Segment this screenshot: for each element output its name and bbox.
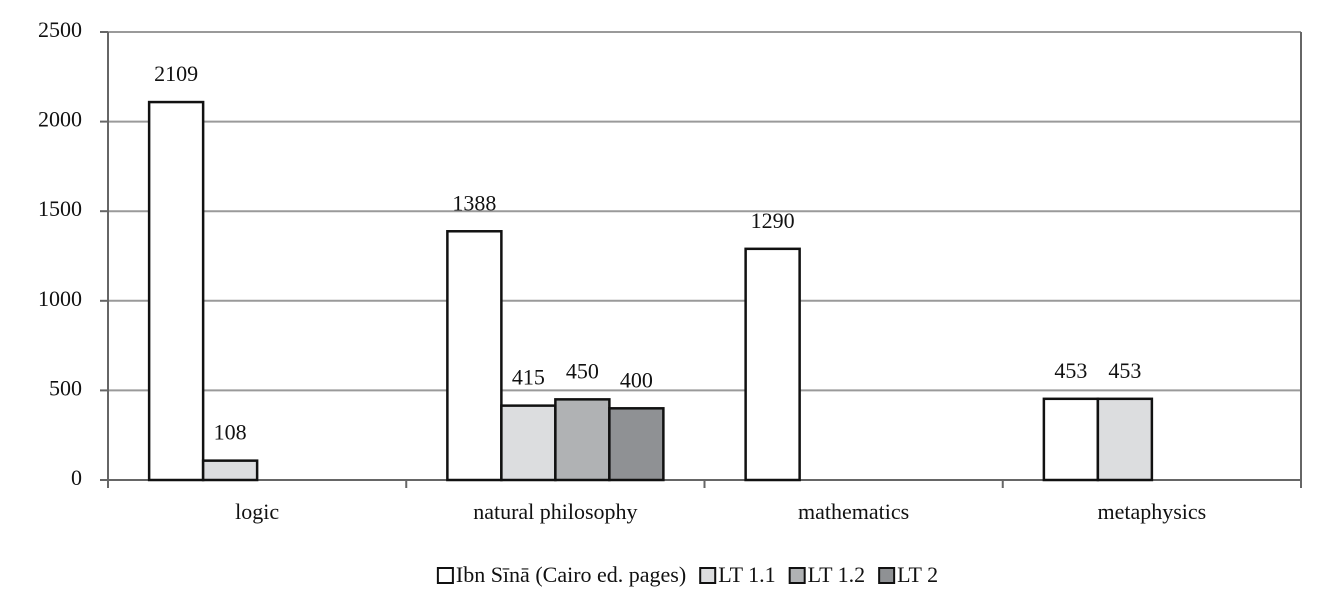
bar [554, 398, 611, 482]
data-label: 453 [1108, 358, 1141, 383]
y-tick-label: 1000 [38, 286, 82, 311]
y-tick-label: 500 [49, 375, 82, 400]
x-tick-label: logic [235, 499, 279, 524]
data-label: 450 [566, 358, 599, 383]
bar [1042, 397, 1100, 482]
x-tick-label: natural philosophy [473, 499, 637, 524]
x-tick-label: metaphysics [1097, 499, 1206, 524]
data-label: 453 [1054, 358, 1087, 383]
bar [1096, 397, 1154, 482]
legend-label: LT 2 [897, 562, 938, 587]
y-tick-label: 0 [71, 465, 82, 490]
y-tick-label: 2500 [38, 17, 82, 42]
bar [446, 230, 503, 482]
data-label: 1290 [751, 208, 795, 233]
y-tick-label: 2000 [38, 107, 82, 132]
bar [500, 404, 557, 482]
legend-swatch [878, 567, 896, 584]
data-label: 415 [512, 365, 545, 390]
legend-swatch [788, 567, 806, 584]
legend-swatch [436, 567, 454, 584]
bar [201, 459, 259, 482]
data-label: 108 [214, 420, 247, 445]
bar [608, 407, 665, 482]
y-tick-label: 1500 [38, 196, 82, 221]
legend-label: LT 1.1 [718, 562, 775, 587]
data-label: 2109 [154, 61, 198, 86]
data-label: 1388 [452, 190, 496, 215]
legend-swatch [699, 567, 717, 584]
legend-label: Ibn Sīnā (Cairo ed. pages) [456, 562, 686, 587]
legend-label: LT 1.2 [808, 562, 865, 587]
data-label: 400 [620, 367, 653, 392]
x-tick-label: mathematics [798, 499, 909, 524]
bar [744, 247, 801, 482]
bar [147, 100, 205, 482]
